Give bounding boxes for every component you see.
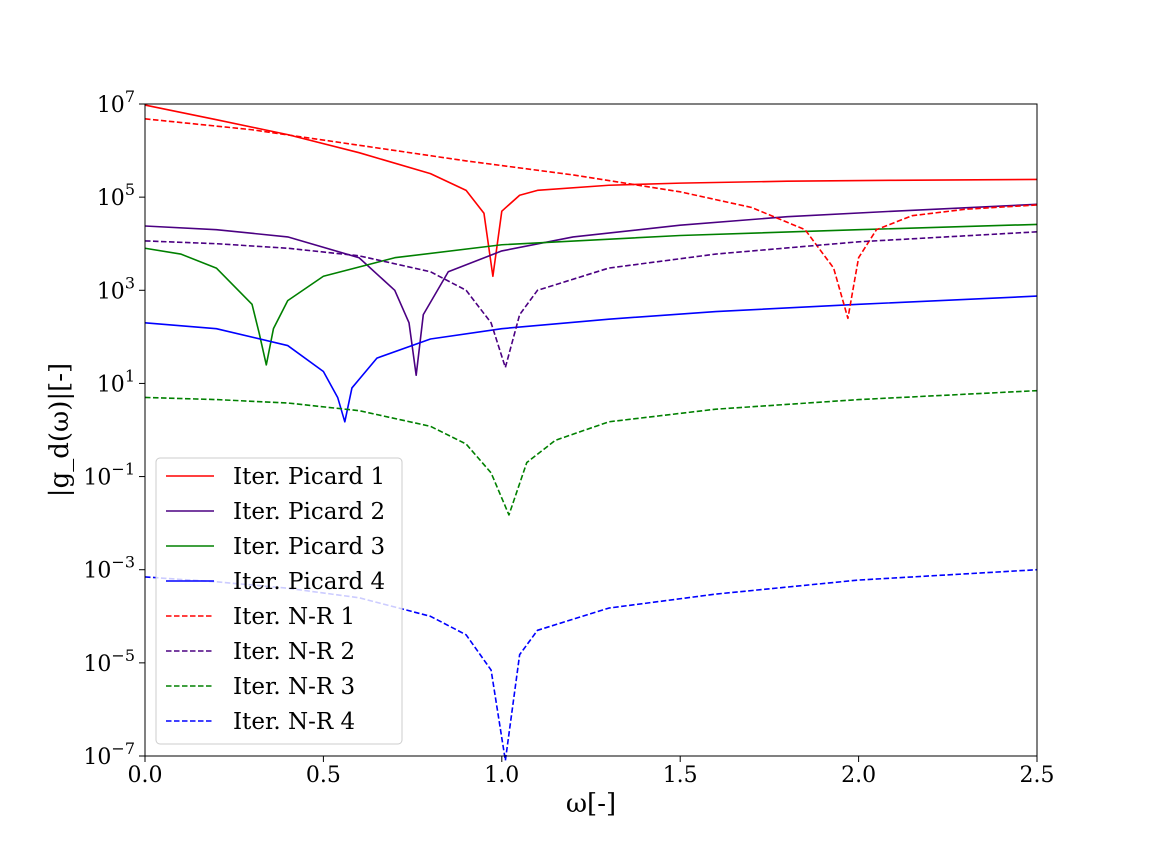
series-line-1 xyxy=(144,104,1038,278)
legend-label: Iter. Picard 2 xyxy=(233,499,385,525)
legend-label: Iter. N-R 3 xyxy=(233,674,355,700)
legend-label: Iter. N-R 4 xyxy=(233,709,355,735)
series-line-2 xyxy=(144,203,1038,377)
legend: Iter. Picard 1 Iter. Picard 2 Iter. Picard… xyxy=(155,457,403,745)
series-line-4 xyxy=(144,295,1038,423)
x-tick-label: 1.5 xyxy=(663,763,698,788)
legend-box xyxy=(155,457,403,745)
y-tick-label: 10−7 xyxy=(83,739,135,770)
legend-label: Iter. N-R 1 xyxy=(233,604,355,630)
y-tick-label: 107 xyxy=(97,87,135,118)
x-axis-label: ω[-] xyxy=(566,789,616,819)
legend-label: Iter. Picard 1 xyxy=(233,464,385,490)
y-tick-label: 101 xyxy=(97,366,135,397)
y-tick-label: 105 xyxy=(97,180,135,211)
series-line-7 xyxy=(144,389,1038,516)
series-line-5 xyxy=(144,118,1038,320)
y-tick-label: 10−5 xyxy=(83,646,135,677)
plot-lines xyxy=(144,104,1038,762)
series-line-6 xyxy=(144,231,1038,369)
x-axis-ticks: 0.0 0.5 1.0 1.5 2.0 2.5 xyxy=(128,756,1055,788)
y-axis-label: |g_d(ω)|[-] xyxy=(45,363,75,497)
x-tick-label: 1.0 xyxy=(484,763,519,788)
y-tick-label: 103 xyxy=(97,273,135,304)
y-tick-label: 10−3 xyxy=(83,553,135,584)
y-axis-ticks: 107 105 103 101 10−1 10−3 10−5 10−7 xyxy=(83,87,145,770)
series-line-3 xyxy=(144,223,1038,366)
legend-label: Iter. Picard 3 xyxy=(233,534,385,560)
legend-label: Iter. Picard 4 xyxy=(233,569,385,595)
x-tick-label: 2.5 xyxy=(1020,763,1055,788)
plot-frame xyxy=(144,103,1038,757)
x-tick-label: 0.5 xyxy=(306,763,341,788)
y-tick-label: 10−1 xyxy=(83,460,135,491)
x-tick-label: 0.0 xyxy=(128,763,163,788)
x-tick-label: 2.0 xyxy=(841,763,876,788)
legend-label: Iter. N-R 2 xyxy=(233,639,355,665)
